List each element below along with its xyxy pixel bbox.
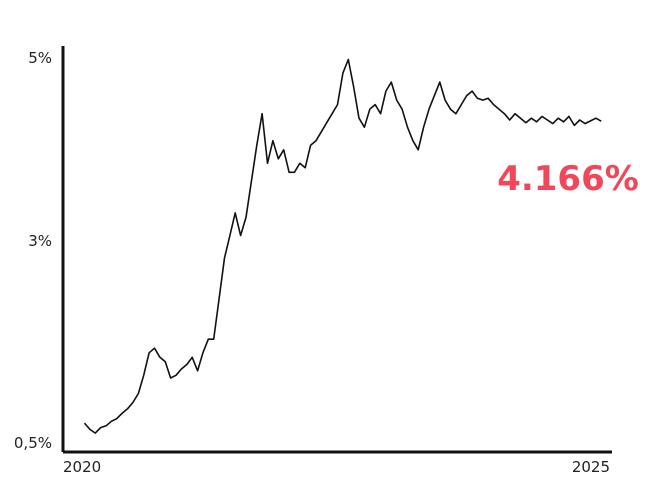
- y-tick-label-5: 5%: [28, 49, 52, 67]
- x-tick-label-2025: 2025: [572, 458, 610, 476]
- series-group: [83, 58, 602, 434]
- y-tick-label-0-5: 0,5%: [14, 434, 52, 452]
- last-value-annotation: 4.166%: [497, 159, 639, 199]
- y-tick-label-3: 3%: [28, 232, 52, 250]
- x-tick-label-2020: 2020: [63, 458, 101, 476]
- series-line-0: [83, 58, 602, 434]
